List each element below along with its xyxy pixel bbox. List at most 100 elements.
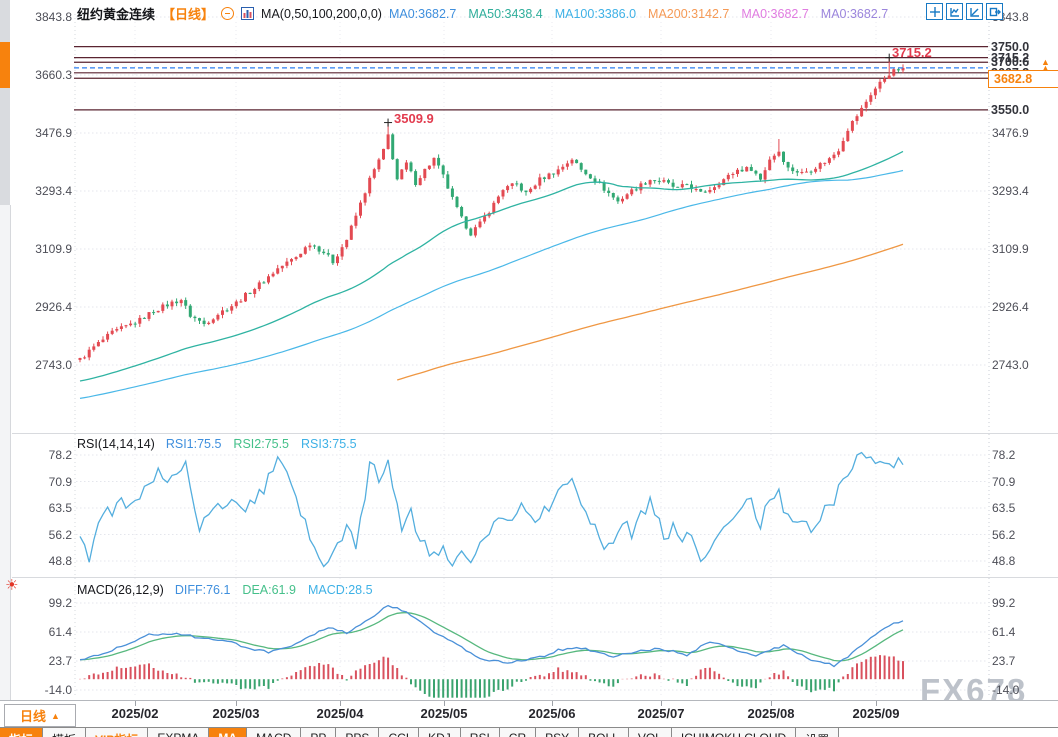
tab-boll[interactable]: BOLL — [579, 728, 629, 737]
rsi-header: RSI(14,14,14) RSI1:75.5 RSI2:75.5 RSI3:75.… — [77, 437, 357, 451]
time-axis-tick — [236, 701, 237, 706]
chart-type-icon[interactable] — [241, 7, 255, 20]
price-axis-label: 3109.9 — [35, 242, 72, 256]
price-up-arrows-icon[interactable]: ▲ ▲ — [1041, 57, 1050, 73]
tab-rsi[interactable]: RSI — [460, 728, 500, 737]
macd-axis-label: 23.7 — [48, 654, 72, 668]
tab-cci[interactable]: CCI — [379, 728, 420, 737]
macd-value-2: MACD:28.5 — [307, 583, 373, 597]
tab-pps[interactable]: PPS — [336, 728, 380, 737]
macd-axis-label: 99.2 — [992, 596, 1016, 610]
period-selector-arrow-icon: ▲ — [51, 710, 60, 721]
rsi-axis-label: 78.2 — [992, 448, 1016, 462]
tab-macd[interactable]: MACD — [247, 728, 302, 737]
burst-icon[interactable]: ☀ — [5, 577, 19, 594]
time-axis-label: 2025/08 — [747, 706, 795, 721]
time-axis-tick — [771, 701, 772, 706]
pan-tool-icon[interactable] — [926, 3, 943, 20]
price-axis-label: 3476.9 — [992, 126, 1029, 140]
price-axis-label: 2926.4 — [35, 300, 72, 314]
price-axis-label: 3293.4 — [35, 184, 72, 198]
period-selector-label: 日线 — [20, 709, 47, 724]
rsi-axis-label: 56.2 — [48, 527, 72, 542]
price-axis-label: 2743.0 — [992, 358, 1029, 372]
macd-value-1: DEA:61.9 — [242, 583, 296, 597]
macd-axis-label: 99.2 — [48, 596, 72, 610]
macd-axis-label: 61.4 — [992, 625, 1016, 639]
time-axis-label: 2025/07 — [637, 706, 685, 721]
macd-header: MACD(26,12,9) DIFF:76.1 DEA:61.9 MACD:28.5 — [77, 583, 373, 597]
left-scrollbar-thumb[interactable] — [0, 42, 10, 88]
sep-high-annotation: 3715.2 — [892, 45, 932, 60]
axis-scale-icon[interactable] — [966, 3, 983, 20]
time-axis-tick — [135, 701, 136, 706]
tab-templates[interactable]: 模板 — [43, 728, 87, 737]
price-axis-label: 3660.3 — [35, 68, 72, 82]
rsi-axis-label: 78.2 — [48, 448, 72, 462]
left-panel-edge — [0, 205, 11, 700]
macd-value-0: DIFF:76.1 — [174, 583, 231, 597]
time-axis-label: 2025/06 — [528, 706, 576, 721]
macd-title: MACD(26,12,9) — [77, 583, 164, 597]
time-axis-label: 2025/02 — [111, 706, 159, 721]
auto-scale-icon[interactable] — [946, 3, 963, 20]
left-scrollbar-track[interactable] — [0, 0, 10, 205]
macd-axis-label: -14.0 — [44, 683, 72, 697]
ma-value-1: MA50:3438.4 — [468, 6, 543, 21]
tab-psy[interactable]: PSY — [536, 728, 580, 737]
tab-vol[interactable]: VOL — [628, 728, 672, 737]
price-axis-label: 3293.4 — [992, 184, 1029, 198]
indicator-tab-bar: 指标模板VIP指标EXPMAMAMACDPPPPSCCIKDJRSICRPSYB… — [0, 727, 1058, 737]
rsi-axis-label: 70.9 — [48, 474, 72, 489]
current-price-label: 3682.8 — [988, 70, 1058, 88]
price-axis-label: 3109.9 — [992, 242, 1029, 256]
rsi-axis-label: 63.5 — [48, 501, 72, 515]
period-selector[interactable]: 日线 ▲ — [4, 704, 76, 727]
ma-value-5: MA0:3682.7 — [820, 6, 889, 21]
new-window-icon[interactable] — [986, 3, 1003, 20]
level-price-label: 3550.0 — [991, 102, 1030, 117]
tab-settings[interactable]: 设置 — [796, 728, 840, 737]
time-axis-tick — [876, 701, 877, 706]
ma-value-3: MA200:3142.7 — [648, 6, 730, 21]
time-axis-label: 2025/09 — [852, 706, 900, 721]
rsi-value-1: RSI2:75.5 — [233, 437, 290, 451]
tab-ma[interactable]: MA — [209, 728, 248, 737]
collapse-circle-icon[interactable] — [221, 7, 235, 20]
level-price-label: 3700.6 — [991, 55, 1030, 70]
tab-pp[interactable]: PP — [301, 728, 337, 737]
ma-value-0: MA0:3682.7 — [388, 6, 457, 21]
tab-ichimoku-cloud[interactable]: ICHIMOKU CLOUD — [671, 728, 797, 737]
price-axis-label: 2926.4 — [992, 300, 1029, 314]
rsi-axis-label: 48.8 — [992, 554, 1016, 568]
time-axis-label: 2025/05 — [420, 706, 468, 721]
rsi-axis-label: 56.2 — [992, 527, 1016, 542]
tab-vip-indicators[interactable]: VIP指标 — [86, 728, 149, 737]
level-price-label: 3750.0 — [991, 39, 1030, 54]
tab-cr[interactable]: CR — [499, 728, 537, 737]
rsi-value-0: RSI1:75.5 — [165, 437, 222, 451]
rsi-values: RSI1:75.5 RSI2:75.5 RSI3:75.5 — [166, 437, 357, 451]
time-axis-label: 2025/04 — [316, 706, 364, 721]
rsi-title: RSI(14,14,14) — [77, 437, 155, 451]
price-axis-label: 2743.0 — [35, 358, 72, 372]
ma-value-4: MA0:3682.7 — [741, 6, 809, 21]
macd-axis-label: 61.4 — [48, 625, 72, 639]
time-axis-tick — [340, 701, 341, 706]
ma-values: MA0:3682.7 MA50:3438.4 MA100:3386.0 MA200:3… — [389, 7, 888, 21]
tab-indicators[interactable]: 指标 — [0, 728, 44, 737]
rsi-value-2: RSI3:75.5 — [301, 437, 357, 451]
tab-kdj[interactable]: KDJ — [419, 728, 461, 737]
chart-toolbar — [926, 3, 1003, 20]
price-axis-label: 3476.9 — [35, 126, 72, 140]
rsi-axis-label: 48.8 — [48, 554, 72, 568]
time-axis-tick — [444, 701, 445, 706]
rsi-axis-label: 63.5 — [992, 501, 1016, 515]
macd-values: DIFF:76.1 DEA:61.9 MACD:28.5 — [175, 583, 373, 597]
tab-expma[interactable]: EXPMA — [148, 728, 210, 737]
macd-axis-label: 23.7 — [992, 654, 1016, 668]
april-high-annotation: 3509.9 — [394, 111, 434, 126]
ma-value-2: MA100:3386.0 — [554, 6, 637, 21]
